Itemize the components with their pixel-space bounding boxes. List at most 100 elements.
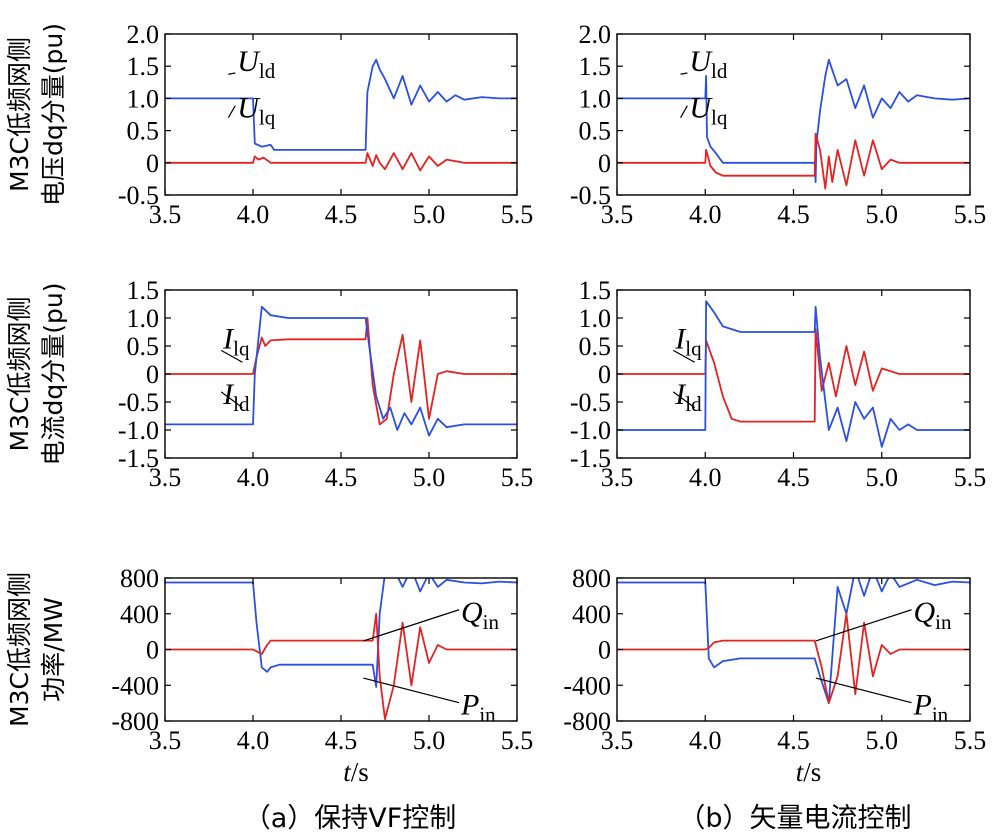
x-tick-label: 4.0 [689, 463, 722, 492]
series-ilq-line [165, 317, 517, 426]
series-pin-line [165, 578, 517, 688]
series-annotation-pin: Pin [460, 689, 496, 727]
series-annotation-ulq: Ulq [689, 92, 728, 130]
y-tick-label: -1.0 [570, 416, 611, 445]
y-tick-label: 0 [146, 360, 159, 389]
x-tick-label: 5.0 [866, 200, 899, 229]
plot-frame [616, 33, 971, 196]
annotation-leader-line [220, 349, 243, 363]
y-tick-label: 1.5 [127, 276, 160, 305]
y-tick-label: 0 [598, 636, 611, 665]
series-ulq-line [165, 152, 517, 172]
series-annotation-qin: Qin [914, 596, 953, 634]
annotation-leader-line [680, 72, 688, 75]
y-tick-label: 1.0 [127, 304, 160, 333]
y-tick-label: 1.0 [127, 84, 160, 113]
y-tick-label: 2.0 [579, 20, 612, 49]
x-tick-label: 4.5 [325, 200, 358, 229]
y-tick-label: 0.5 [127, 117, 160, 146]
series-ild-line [617, 300, 970, 448]
y-axis-label: 电压dq分量(pu) [39, 23, 68, 206]
y-tick-label: 0.5 [579, 332, 612, 361]
x-tick-label: 5.5 [501, 200, 534, 229]
y-tick-label: 0 [146, 636, 159, 665]
y-tick-label: -400 [563, 671, 611, 700]
y-axis-label: M3C低频网侧 [5, 572, 34, 727]
y-tick-label: -0.5 [570, 181, 611, 210]
x-axis-label: t/s [796, 757, 822, 787]
series-annotation-ild: Ild [674, 378, 702, 416]
series-ulq-line [617, 132, 970, 190]
x-tick-label: 5.5 [954, 726, 987, 755]
y-tick-label: 400 [120, 600, 159, 629]
y-tick-label: 1.0 [579, 84, 612, 113]
y-tick-label: -0.5 [118, 388, 159, 417]
x-tick-label: 4.5 [777, 200, 810, 229]
x-tick-label: 4.5 [325, 463, 358, 492]
y-tick-label: 0 [146, 149, 159, 178]
series-ild-line [165, 305, 517, 437]
series-uld-line [165, 58, 517, 151]
y-tick-label: 2.0 [127, 20, 160, 49]
series-ilq-line [617, 328, 970, 423]
y-tick-label: -400 [111, 671, 159, 700]
y-tick-label: 0.5 [579, 117, 612, 146]
x-tick-label: 4.0 [237, 726, 270, 755]
series-qin-line [617, 612, 970, 704]
series-annotation-uld: Uld [237, 45, 276, 83]
x-tick-label: 5.5 [501, 463, 534, 492]
x-tick-label: 4.5 [777, 726, 810, 755]
x-axis-label: t/s [343, 757, 369, 787]
x-tick-label: 5.0 [413, 726, 446, 755]
series-annotation-ilq: Ilq [674, 322, 702, 360]
y-tick-label: -1.0 [118, 416, 159, 445]
y-tick-label: 400 [572, 600, 611, 629]
y-tick-label: 0 [598, 149, 611, 178]
annotation-leader-line [227, 105, 236, 119]
y-axis-label: 功率/MW [39, 597, 68, 702]
series-uld-line [617, 58, 970, 183]
y-axis-label: 电流dq分量(pu) [39, 283, 68, 466]
annotation-leader-line [363, 609, 460, 642]
x-tick-label: 5.5 [954, 463, 987, 492]
y-tick-label: 1.5 [579, 52, 612, 81]
panel-current_vf: 1.51.00.50-0.5-1.0-1.53.5 4.0 4.5 5.0 5.5 Ilq… [5, 276, 533, 492]
x-tick-label: 5.0 [413, 200, 446, 229]
y-tick-label: -0.5 [570, 388, 611, 417]
plot-frame [164, 33, 518, 196]
annotation-leader-line [815, 609, 912, 642]
annotation-leader-line [672, 391, 696, 409]
y-tick-label: -0.5 [118, 181, 159, 210]
x-tick-label: 3.5 [601, 200, 634, 229]
y-tick-label: -800 [111, 707, 159, 736]
x-tick-label: 4.0 [237, 463, 270, 492]
annotation-leader-line [672, 349, 695, 363]
y-tick-label: -1.5 [570, 444, 611, 473]
x-tick-label: 5.0 [413, 463, 446, 492]
series-annotation-pin: Pin [913, 689, 949, 727]
y-tick-label: 0.5 [127, 332, 160, 361]
series-annotation-qin: Qin [461, 596, 500, 634]
x-tick-label: 4.5 [325, 726, 358, 755]
x-tick-label: 3.5 [149, 463, 182, 492]
annotation-leader-line [220, 391, 243, 409]
series-annotation-ilq: Ilq [222, 322, 250, 360]
annotation-leader-line [363, 677, 460, 704]
x-tick-label: 5.0 [866, 463, 899, 492]
x-tick-label: 5.5 [954, 200, 987, 229]
y-tick-label: -800 [563, 707, 611, 736]
y-tick-label: -1.5 [118, 444, 159, 473]
caption-a: （a）保持VF控制 [244, 803, 457, 834]
x-tick-label: 3.5 [149, 200, 182, 229]
x-tick-label: 4.0 [689, 726, 722, 755]
series-annotation-uld: Uld [689, 45, 728, 83]
x-tick-label: 4.0 [689, 200, 722, 229]
series-annotation-ulq: Ulq [237, 92, 276, 130]
x-tick-label: 4.5 [777, 463, 810, 492]
y-axis-label: M3C低频网侧 [5, 297, 34, 452]
panel-voltage_vf: 2.0 1.5 1.0 0.5 0 -0.53.5 4.0 4.5 5.0 5.5 Uld Ulq M3… [5, 20, 533, 229]
series-qin-line [165, 612, 517, 721]
